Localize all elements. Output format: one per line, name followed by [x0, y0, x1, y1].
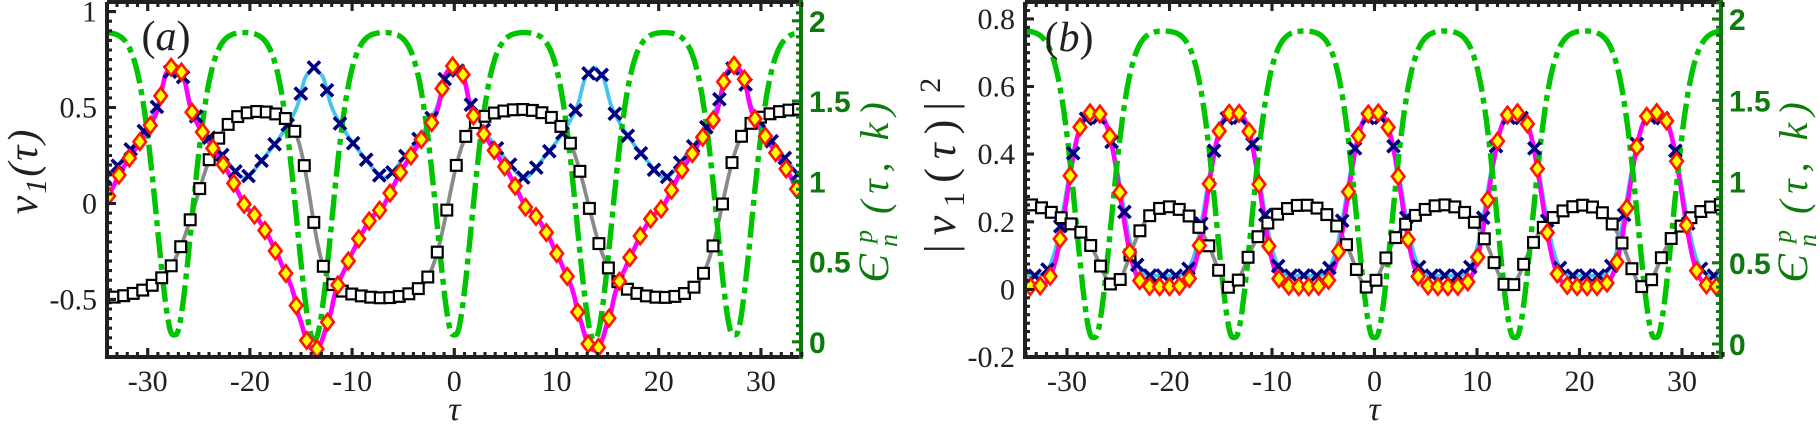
svg-text:v1(τ): v1(τ): [1, 128, 53, 215]
svg-text:Єnp(τ, k): Єnp(τ, k): [849, 95, 903, 282]
svg-text:0.5: 0.5: [1729, 248, 1771, 281]
svg-text:0: 0: [1367, 365, 1382, 398]
svg-text:-20: -20: [1150, 365, 1190, 398]
svg-text:0.8: 0.8: [978, 3, 1016, 36]
svg-text:(b): (b): [1045, 15, 1094, 61]
svg-text:0.5: 0.5: [809, 247, 851, 280]
svg-text:-30: -30: [128, 365, 168, 398]
svg-text:10: 10: [542, 365, 572, 398]
svg-text:20: 20: [1565, 365, 1595, 398]
svg-text:2: 2: [809, 6, 826, 39]
svg-text:-30: -30: [1047, 365, 1087, 398]
svg-text:-10: -10: [1252, 365, 1292, 398]
svg-text:1.5: 1.5: [1729, 85, 1771, 118]
svg-text:1.5: 1.5: [809, 86, 851, 119]
svg-text:τ: τ: [448, 391, 462, 424]
svg-text:1: 1: [809, 166, 826, 199]
svg-text:10: 10: [1462, 365, 1492, 398]
svg-text:1: 1: [1729, 167, 1746, 200]
svg-text:1: 1: [82, 0, 97, 29]
svg-text:0.4: 0.4: [978, 138, 1016, 171]
svg-text:-10: -10: [332, 365, 372, 398]
svg-text:-20: -20: [230, 365, 270, 398]
svg-text:τ: τ: [1368, 391, 1382, 424]
svg-text:-0.5: -0.5: [50, 283, 98, 316]
svg-text:0.6: 0.6: [978, 71, 1016, 104]
svg-text:0: 0: [82, 187, 97, 220]
svg-text:(a): (a): [142, 14, 191, 60]
svg-text:20: 20: [644, 365, 674, 398]
svg-text:|v1(τ)|2: |v1(τ)|2: [914, 69, 971, 253]
svg-text:0: 0: [1000, 273, 1015, 306]
svg-text:Єnp(τ, k): Єnp(τ, k): [1768, 95, 1820, 282]
svg-text:0: 0: [809, 327, 826, 360]
svg-text:30: 30: [1667, 365, 1697, 398]
svg-text:0.5: 0.5: [60, 92, 98, 125]
svg-text:2: 2: [1729, 4, 1746, 37]
svg-text:0: 0: [447, 365, 462, 398]
svg-text:0.2: 0.2: [978, 206, 1016, 239]
svg-text:0: 0: [1729, 329, 1746, 362]
svg-text:-0.2: -0.2: [968, 341, 1016, 374]
svg-text:30: 30: [746, 365, 776, 398]
